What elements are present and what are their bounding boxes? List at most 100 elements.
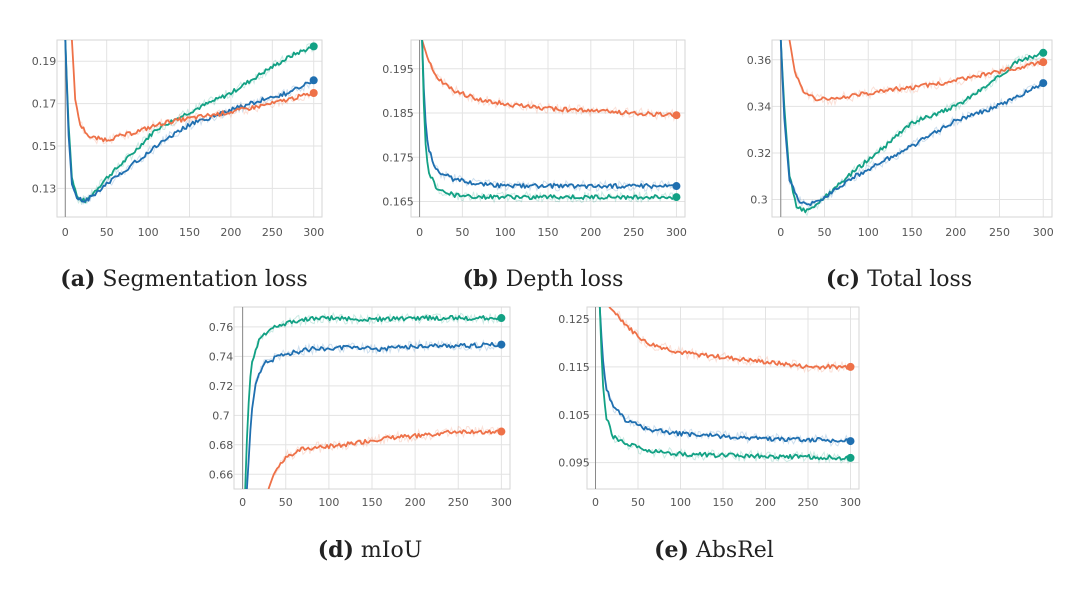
x-tick-label: 150 [538,226,559,239]
x-tick-label: 250 [262,226,283,239]
x-tick-label: 150 [713,496,734,509]
x-tick-label: 150 [179,226,200,239]
y-tick-label: 0.17 [32,98,57,111]
series-blue-raw-line [64,40,315,205]
series-teal-line [64,40,315,204]
caption-label: (d) [318,537,354,563]
x-tick-label: 50 [818,226,832,239]
series-blue-end-point [1039,79,1048,88]
y-tick-label: 0.125 [558,313,590,326]
series-teal-raw-line [421,40,677,204]
y-tick-label: 0.72 [209,380,234,393]
chart-panel-2: 0 50 100 150 200 250 300 0.165 0.175 0.185 0.195 (b… [382,39,687,292]
chart-panel-3: 0 50 100 150 200 250 300 0.3 0.32 0.34 0.36 (c) Tot… [747,39,1054,292]
x-tick-label: 0 [239,496,246,509]
x-tick-label: 300 [666,226,687,239]
series-orange-line [71,40,315,143]
series-orange-end-point [309,88,318,97]
y-tick-label: 0.76 [209,321,234,334]
plot-frame [233,306,511,490]
series-blue-end-point [497,340,506,349]
x-tick-label: 300 [303,226,324,239]
series-orange-raw-line [421,40,677,122]
series-blue-end-point [846,437,855,446]
series-teal-line [598,307,851,461]
series-teal-end-point [309,42,318,51]
x-tick-label: 250 [623,226,644,239]
x-tick-label: 250 [989,226,1010,239]
plot-frame [586,306,860,490]
series-teal-end-point [497,314,506,323]
series-orange-raw-line [789,40,1044,107]
x-tick-label: 0 [777,226,784,239]
series-orange-raw-line [268,424,502,489]
caption-label: (a) [60,266,95,292]
x-tick-label: 100 [138,226,159,239]
series-orange-line [788,40,1044,102]
chart-caption: (d) mIoU [318,537,423,563]
x-tick-label: 100 [318,496,339,509]
y-tick-label: 0.115 [558,361,590,374]
chart-caption: (b) Depth loss [463,266,624,292]
y-tick-label: 0.36 [747,54,772,67]
caption-text: Total loss [860,267,972,292]
x-tick-label: 100 [670,496,691,509]
y-tick-label: 0.34 [747,100,772,113]
x-tick-label: 200 [580,226,601,239]
x-tick-label: 300 [1033,226,1054,239]
x-tick-label: 200 [945,226,966,239]
y-tick-label: 0.32 [747,147,772,160]
caption-text: mIoU [354,538,422,563]
caption-text: AbsRel [689,538,774,563]
x-tick-label: 200 [405,496,426,509]
x-tick-label: 50 [631,496,645,509]
series-teal-end-point [846,453,855,462]
series-orange-end-point [497,427,506,436]
series-teal-line [421,40,677,201]
x-tick-label: 100 [858,226,879,239]
caption-label: (b) [463,266,499,292]
series-blue-line [598,307,851,444]
plot-frame [56,39,323,218]
x-tick-label: 200 [220,226,241,239]
series-orange-raw-line [71,40,315,145]
series-orange-end-point [1039,58,1048,67]
series-orange-line [608,307,851,370]
y-tick-label: 0.13 [32,182,57,195]
series-orange-end-point [846,362,855,371]
y-tick-label: 0.15 [32,140,57,153]
x-tick-label: 50 [279,496,293,509]
x-tick-label: 150 [362,496,383,509]
y-tick-label: 0.105 [558,409,590,422]
chart-caption: (c) Total loss [826,266,972,292]
y-tick-label: 0.185 [382,107,414,120]
plot-frame [771,39,1053,218]
x-tick-label: 150 [902,226,923,239]
y-tick-label: 0.175 [382,151,414,164]
series-orange-end-point [672,111,681,120]
y-tick-label: 0.165 [382,196,414,209]
x-tick-label: 50 [100,226,114,239]
x-tick-label: 250 [798,496,819,509]
series-blue-line [64,40,315,203]
plot-frame [410,39,686,218]
series-blue-end-point [309,76,318,85]
x-tick-label: 300 [491,496,512,509]
series-teal-raw-line [244,311,501,489]
series-teal-end-point [672,193,681,202]
x-tick-label: 300 [840,496,861,509]
x-tick-label: 0 [592,496,599,509]
caption-label: (c) [826,266,860,292]
y-tick-label: 0.66 [209,468,234,481]
y-tick-label: 0.095 [558,457,590,470]
x-tick-label: 100 [495,226,516,239]
series-blue-line [421,40,677,189]
series-blue-line [246,341,501,489]
y-tick-label: 0.74 [209,350,234,363]
series-blue-line [779,40,1044,207]
chart-panel-4: 0 50 100 150 200 250 300 0.66 0.68 0.7 0.72 0.74 0.7… [209,306,512,563]
chart-panel-5: 0 50 100 150 200 250 300 0.095 0.105 0.115 0.125 (e… [558,306,861,563]
chart-caption: (a) Segmentation loss [60,266,307,292]
series-teal-line [244,315,501,489]
